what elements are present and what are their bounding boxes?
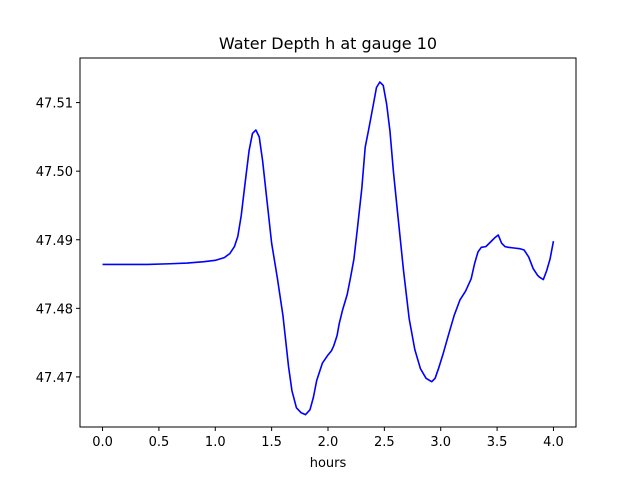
plot-frame <box>79 57 577 428</box>
x-tick-label: 0.0 <box>92 435 113 450</box>
axis-ticks: 0.0 0.5 1.0 1.5 2.0 2.5 3.0 3.5 4.0 47.47 47.48 47.… <box>36 97 564 450</box>
series-line-0 <box>102 81 555 416</box>
x-axis-label: hours <box>310 456 347 471</box>
y-tick-label: 47.47 <box>36 371 73 386</box>
x-tick-label: 2.0 <box>318 435 339 450</box>
x-tick-label: 3.0 <box>430 435 451 450</box>
y-tick-label: 47.51 <box>36 97 73 112</box>
series-line-group <box>102 81 555 416</box>
x-tick-label: 3.5 <box>487 435 508 450</box>
x-tick-label: 0.5 <box>149 435 170 450</box>
y-tick-label: 47.49 <box>36 234 73 249</box>
x-tick-label: 4.0 <box>543 435 564 450</box>
y-tick-label: 47.50 <box>36 165 73 180</box>
x-tick-label: 1.5 <box>261 435 282 450</box>
x-tick-label: 2.5 <box>374 435 395 450</box>
y-tick-label: 47.48 <box>36 302 73 317</box>
chart-title: Water Depth h at gauge 10 <box>219 34 437 53</box>
x-tick-label: 1.0 <box>205 435 226 450</box>
